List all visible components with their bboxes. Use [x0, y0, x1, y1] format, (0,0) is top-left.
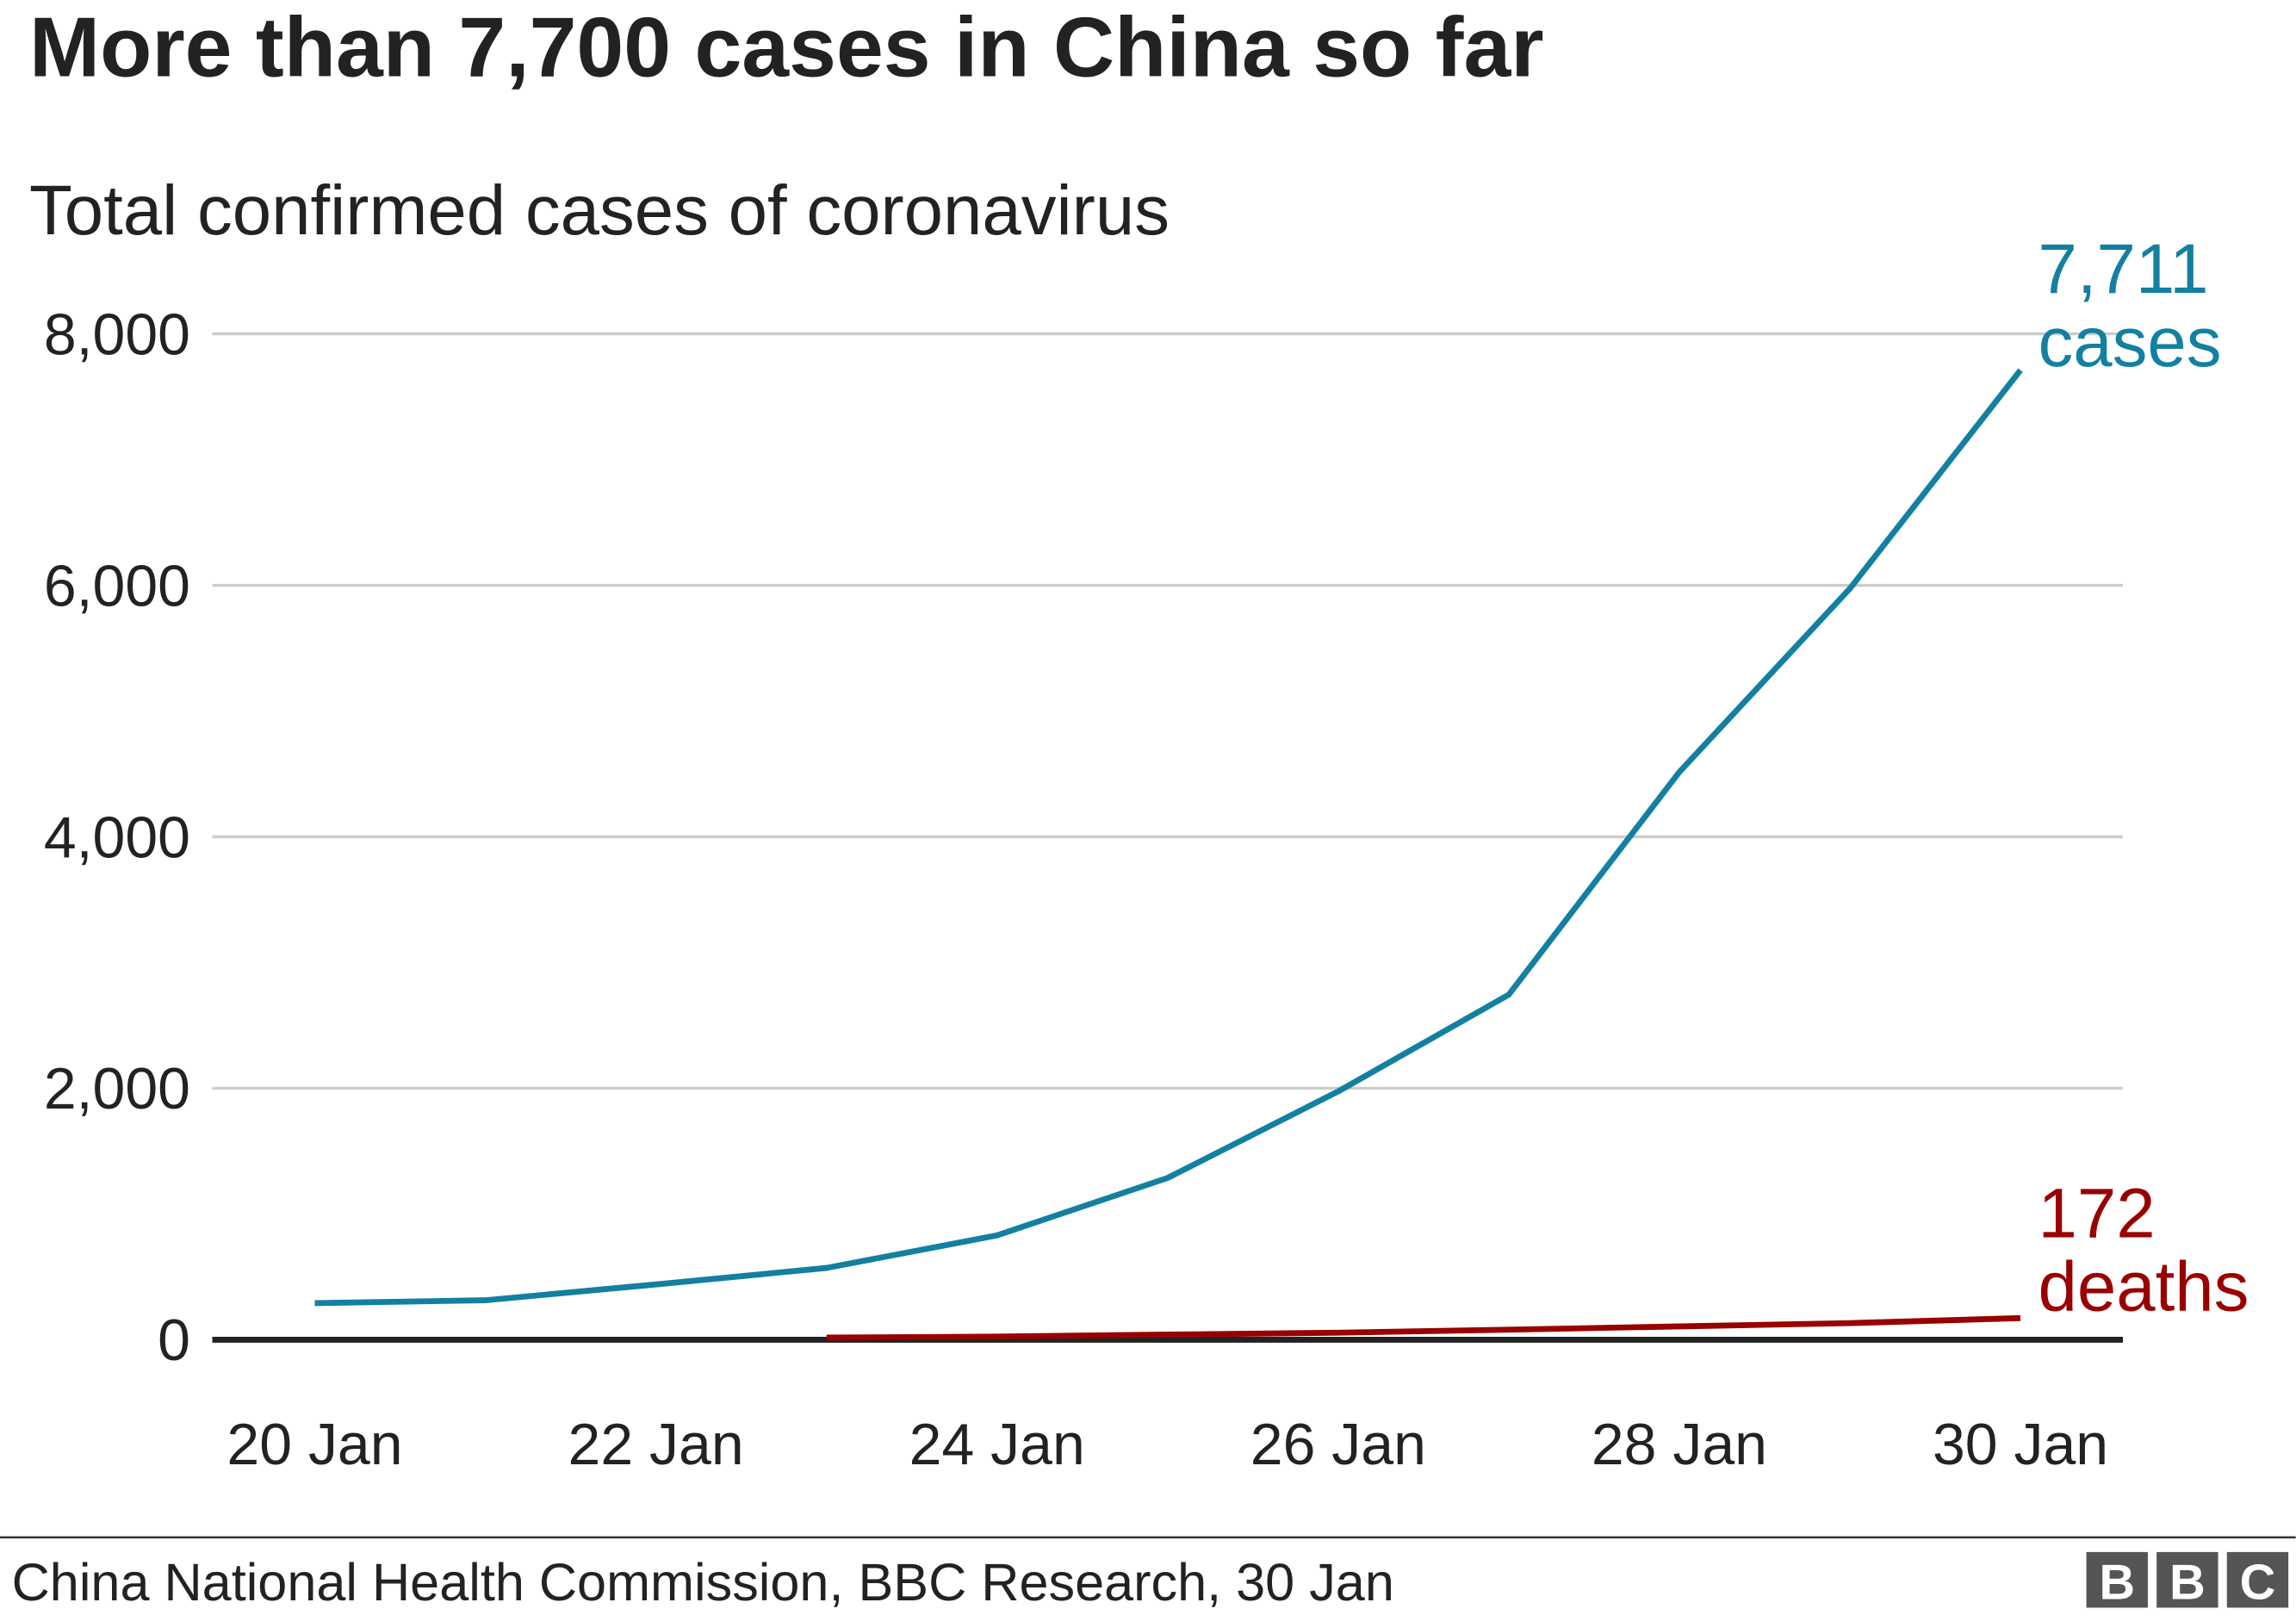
logo-letter: B: [2099, 1555, 2135, 1610]
logo-box: [2156, 1551, 2218, 1608]
series-line: [314, 368, 2023, 1307]
y-tick-label: 8,000: [44, 301, 190, 367]
logo-box: [2086, 1551, 2148, 1608]
y-tick-label: 0: [158, 1308, 190, 1373]
chart-title: More than 7,700 cases in China so far: [29, 0, 1544, 94]
series-label: cases: [2038, 303, 2221, 382]
series-line: [826, 1314, 2021, 1341]
source: China National Health Commission, BBC Re…: [12, 1553, 1394, 1612]
series-label: deaths: [2038, 1247, 2249, 1326]
y-tick-label: 6,000: [44, 553, 190, 618]
x-tick-label: 24 Jan: [909, 1412, 1085, 1477]
x-tick-label: 22 Jan: [568, 1412, 744, 1477]
logo-box: [2226, 1551, 2289, 1608]
value-label: 172: [2038, 1174, 2155, 1252]
y-tick-label: 4,000: [44, 804, 190, 870]
x-tick-label: 26 Jan: [1250, 1412, 1426, 1477]
logo-letter: C: [2240, 1555, 2276, 1610]
logo-letter: B: [2169, 1555, 2206, 1610]
y-tick-label: 2,000: [44, 1056, 190, 1121]
chart-subtitle: Total confirmed cases of coronavirus: [29, 171, 1170, 250]
x-tick-label: 20 Jan: [226, 1412, 402, 1477]
x-tick-label: 30 Jan: [1933, 1412, 2108, 1477]
x-tick-label: 28 Jan: [1592, 1412, 1767, 1477]
value-label: 7,711: [2038, 230, 2208, 308]
